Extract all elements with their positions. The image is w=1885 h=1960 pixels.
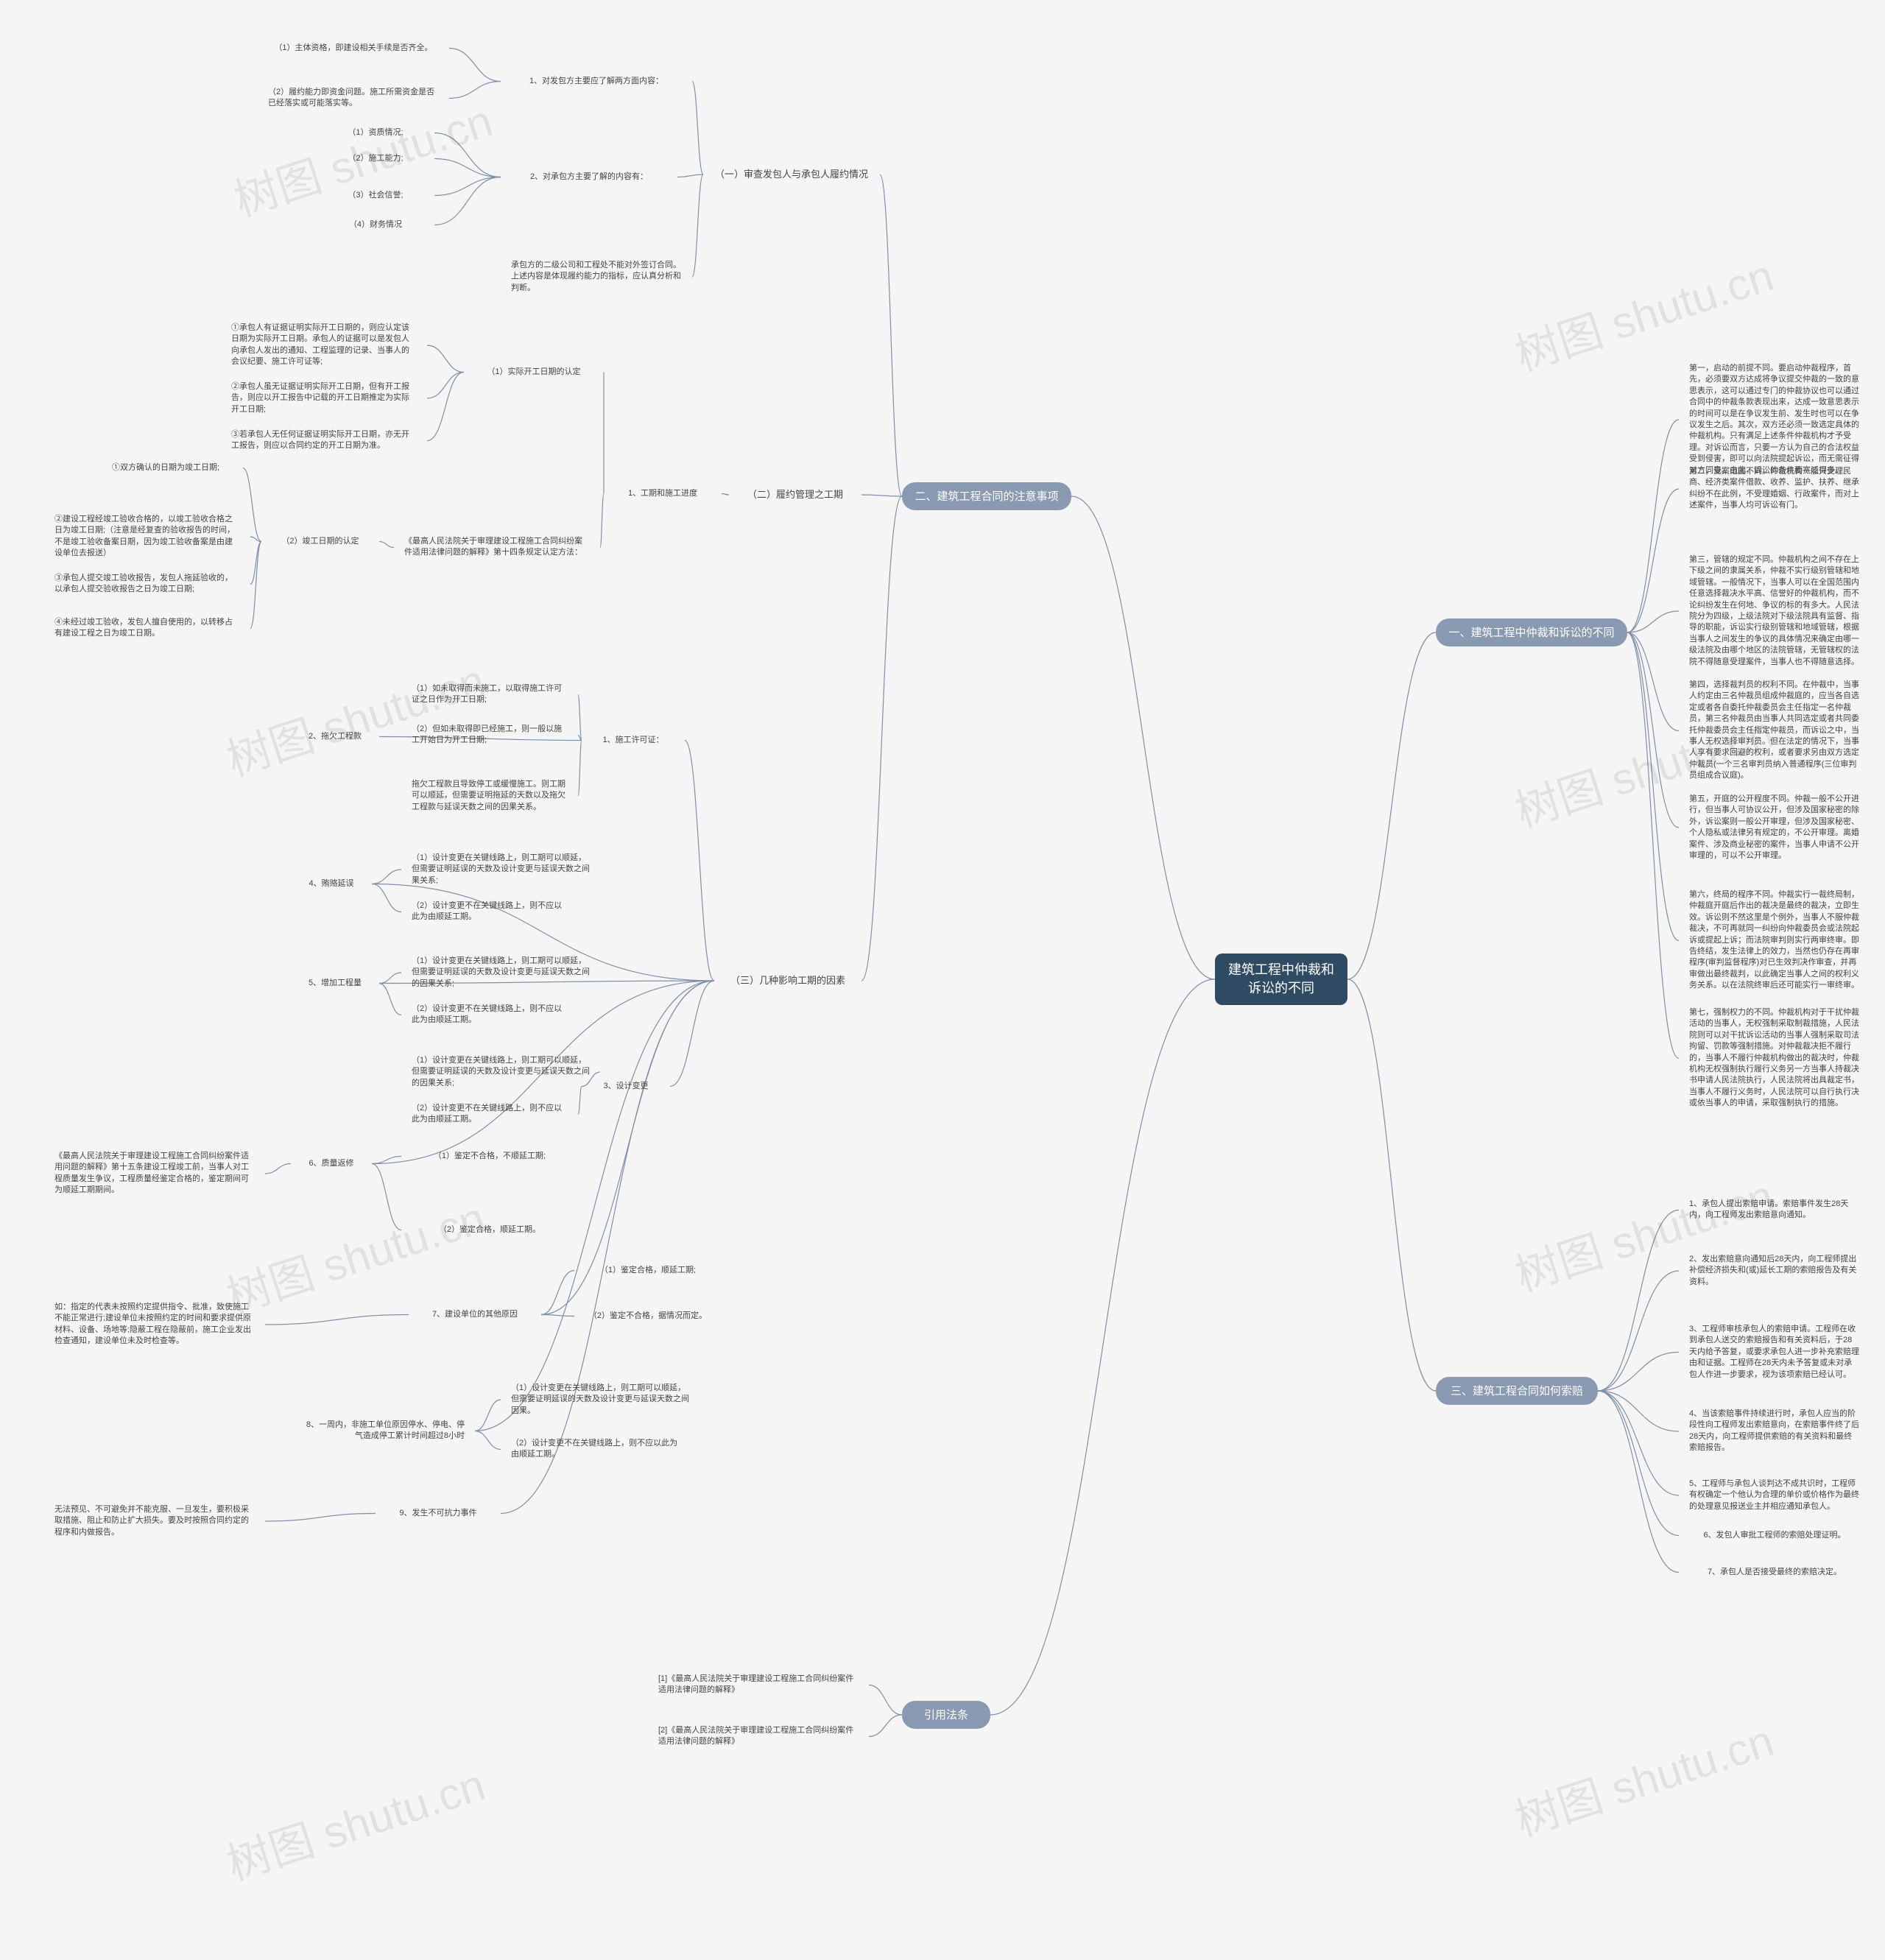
ls3-g1: 4、贿赂延误 xyxy=(291,873,372,895)
r2-leaf-6: 7、承包人是否接受最终的索赔决定。 xyxy=(1679,1561,1870,1584)
ls3-g0-i1: （2）但如未取得即已经施工，则一般以施工开始日为开工日期; xyxy=(401,718,578,752)
ls2-b-i1: ②建设工程经竣工验收合格的，以竣工验收合格之日为竣工日期;（注意是经复查的验收报… xyxy=(44,508,250,565)
ls3-g5: 7、建设单位的其他原因 xyxy=(409,1303,541,1326)
ls3-g0-front: 2、拖欠工程款 xyxy=(291,725,379,748)
ls1-g0-i1: （2）履约能力即资金问题。施工所需资金是否已经落实或可能落实等。 xyxy=(258,81,449,116)
ls2-c0: 1、工期和施工进度 xyxy=(604,482,722,505)
ls1-g1-i1: （2）施工能力; xyxy=(317,147,434,170)
root-node: 建筑工程中仲裁和诉讼的不同 xyxy=(1215,953,1347,1005)
main-r3: 引用法条 xyxy=(902,1701,990,1729)
ls1-g0-i0: （1）主体资格，即建设相关手续是否齐全。 xyxy=(258,37,449,60)
r2-leaf-5: 6、发包人审批工程师的索赔处理证明。 xyxy=(1679,1524,1870,1547)
ls2-b-i0: ①双方确认的日期为竣工日期; xyxy=(88,456,243,479)
ls1-g1-i3: （4）财务情况 xyxy=(317,214,434,236)
watermark: 树图 shutu.cn xyxy=(217,645,492,789)
r2-leaf-4: 5、工程师与承包人谈判达不成共识时，工程师有权确定一个他认为合理的单价或价格作为… xyxy=(1679,1473,1870,1518)
edges-layer xyxy=(0,0,1885,1960)
ls3-g4-i1: （2）鉴定合格，顺延工期。 xyxy=(401,1219,578,1241)
ls2-b-i2: ③承包人提交竣工验收报告，发包人拖延验收的，以承包人提交验收报告之日为竣工日期; xyxy=(44,567,250,602)
ls3-g5-i1: （2）鉴定不合格，据情况而定。 xyxy=(574,1305,722,1328)
ls3-g1-i0: （1）设计变更在关键线路上，则工期可以顺延，但需要证明延误的天数及设计变更与延误… xyxy=(401,847,600,892)
ls3-g2-i1: （2）设计变更不在关键线路上，则不应以此为由顺延工期。 xyxy=(401,998,578,1032)
ls2-b-i3: ④未经过竣工验收，发包人擅自使用的，以转移占有建设工程之日为竣工日期。 xyxy=(44,611,250,646)
ls3-g6-i0: （1）设计变更在关键线路上，则工期可以顺延，但需要证明延误的天数及设计变更与延误… xyxy=(501,1377,700,1423)
ls1-g2: 承包方的二级公司和工程处不能对外签订合同。上述内容是体现履约能力的指标，应认真分… xyxy=(501,254,692,300)
ls1-g1-i0: （1）资质情况; xyxy=(317,121,434,144)
r2-leaf-1: 2、发出索赔意向通知后28天内，向工程师提出补偿经济损失和(或)延长工期的索赔报… xyxy=(1679,1248,1870,1294)
r3-leaf-0: [1]《最高人民法院关于审理建设工程施工合同纠纷案件适用法律问题的解释》 xyxy=(648,1668,869,1702)
ls2-a-i1: ②承包人虽无证据证明实际开工日期，但有开工报告，则应以开工报告中记载的开工日期推… xyxy=(221,376,427,421)
watermark: 树图 shutu.cn xyxy=(1506,1705,1780,1849)
r1-leaf-4: 第五，开庭的公开程度不同。仲裁一般不公开进行，但当事人可协议公开，但涉及国家秘密… xyxy=(1679,788,1870,867)
ls3-g0-i0: （1）如未取得而未施工，以取得施工许可证之日作为开工日期; xyxy=(401,677,578,712)
ls2-c0-a: （1）实际开工日期的认定 xyxy=(464,361,604,384)
ls2-c0-b: 《最高人民法院关于审理建设工程施工合同纠纷案件适用法律问题的解释》第十四条规定认… xyxy=(394,530,600,565)
main-left: 二、建筑工程合同的注意事项 xyxy=(902,482,1071,510)
mindmap-root: 树图 shutu.cn树图 shutu.cn树图 shutu.cn树图 shut… xyxy=(0,0,1885,1960)
r2-leaf-3: 4、当该索赔事件持续进行时，承包人应当的阶段性向工程师发出索赔意向，在索赔事件终… xyxy=(1679,1403,1870,1460)
main-r2: 三、建筑工程合同如何索赔 xyxy=(1436,1377,1598,1405)
ls3-g1-i1: （2）设计变更不在关键线路上，则不应以此为由顺延工期。 xyxy=(401,895,578,929)
r1-leaf-3: 第四，选择裁判员的权利不同。在仲裁中，当事人约定由三名仲裁员组成仲裁庭的，应当各… xyxy=(1679,674,1870,788)
ls2-a-i0: ①承包人有证据证明实际开工日期的，则应认定该日期为实际开工日期。承包人的证据可以… xyxy=(221,317,427,374)
ls1-g1-i2: （3）社会信誉; xyxy=(317,184,434,207)
r1-leaf-5: 第六，终局的程序不同。仲裁实行一裁终局制，仲裁庭开庭后作出的裁决是最终的裁决，立… xyxy=(1679,884,1870,998)
ls3-g7: 9、发生不可抗力事件 xyxy=(376,1502,501,1525)
ls2-a-i2: ③若承包人无任何证据证明实际开工日期，亦无开工报告，则应以合同约定的开工日期为准… xyxy=(221,423,427,458)
r2-leaf-0: 1、承包人提出索赔申请。索赔事件发生28天内，向工程师发出索赔意向通知。 xyxy=(1679,1193,1870,1227)
ls3-g5-front: 如：指定的代表未按照约定提供指令、批准，致使施工不能正常进行;建设单位未按照约定… xyxy=(44,1296,265,1353)
ls3-g5-i0: （1）鉴定合格，顺延工期; xyxy=(574,1259,722,1282)
ls3-g0: 1、施工许可证： xyxy=(582,729,685,752)
ls3-g7-front: 无法预见、不可避免并不能克服、一旦发生，要积极采取措施、阻止和防止扩大损失。要及… xyxy=(44,1498,265,1544)
r1-leaf-6: 第七，强制权力的不同。仲裁机构对于干扰仲裁活动的当事人，无权强制采取制裁措施，人… xyxy=(1679,1001,1870,1115)
watermark: 树图 shutu.cn xyxy=(217,1749,492,1893)
ls3-g2: 5、增加工程量 xyxy=(291,972,379,995)
ls3-g3-i1: （2）设计变更不在关键线路上，则不应以此为由顺延工期。 xyxy=(401,1097,578,1132)
ls3-g3-i0: （1）设计变更在关键线路上，则工期可以顺延，但需要证明延误的天数及设计变更与延误… xyxy=(401,1049,600,1095)
r2-leaf-2: 3、工程师审核承包人的索赔申请。工程师在收到承包人送交的索赔报告和有关资料后，于… xyxy=(1679,1318,1870,1386)
ls3-g6: 8、一周内，非施工单位原因停水、停电、停气造成停工累计时间超过8小时 xyxy=(291,1414,475,1448)
ls3-g2-i0: （1）设计变更在关键线路上，则工期可以顺延，但需要证明延误的天数及设计变更与延误… xyxy=(401,950,600,995)
ls3-g6-i1: （2）设计变更不在关键线路上，则不应以此为由顺延工期。 xyxy=(501,1432,692,1467)
r3-leaf-1: [2]《最高人民法院关于审理建设工程施工合同纠纷案件适用法律问题的解释》 xyxy=(648,1719,869,1754)
ls3-g4-front: 《最高人民法院关于审理建设工程施工合同纠纷案件适用问题的解释》第十五条建设工程竣… xyxy=(44,1145,265,1202)
r1-leaf-1: 第二，受案范围不同。仲裁机构一般只受理民商、经济类案件借款、收养、监护、扶养、继… xyxy=(1679,460,1870,518)
left-sub1: （一）审查发包人与承包人履约情况 xyxy=(703,162,880,187)
r1-leaf-2: 第三，管辖的规定不同。仲裁机构之间不存在上下级之间的隶属关系，仲裁不实行级别管辖… xyxy=(1679,549,1870,674)
left-sub3: （三）几种影响工期的因素 xyxy=(714,968,862,993)
ls3-g0-i2: 拖欠工程款且导致停工或缓慢施工。则工期可以顺延，但需要证明拖延的天数以及拖欠工程… xyxy=(401,773,578,819)
ls2-c0-b-sub: （2）竣工日期的认定 xyxy=(261,530,379,553)
ls3-g4: 6、质量返修 xyxy=(291,1152,372,1175)
left-sub2: （二）履约管理之工期 xyxy=(729,482,862,507)
ls3-g4-i0: （1）鉴定不合格，不顺延工期; xyxy=(401,1145,578,1168)
main-r1: 一、建筑工程中仲裁和诉讼的不同 xyxy=(1436,618,1627,646)
ls1-g1: 2、对承包方主要了解的内容有： xyxy=(501,166,677,188)
ls1-g0: 1、对发包方主要应了解两方面内容： xyxy=(501,70,692,93)
